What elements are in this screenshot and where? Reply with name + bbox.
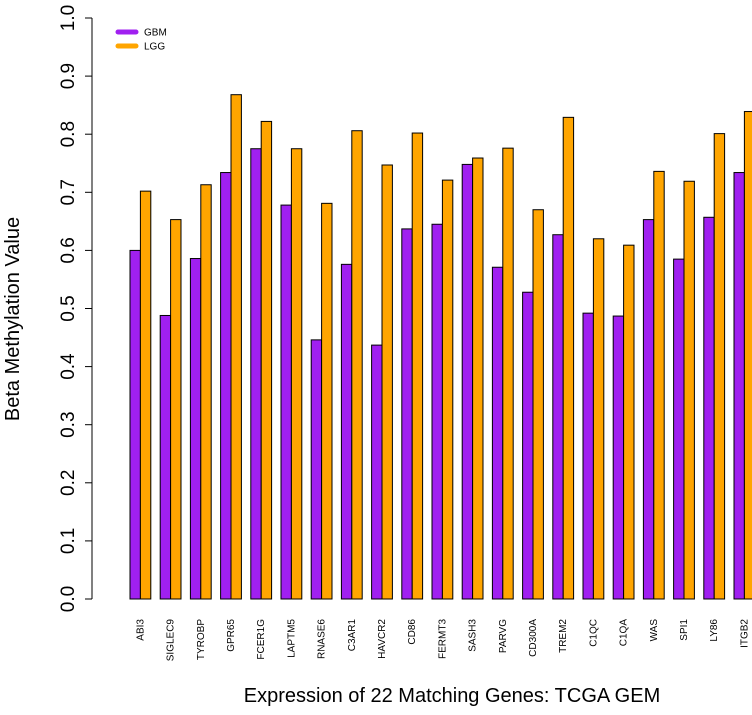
- bar-lgg-cd300a: [532, 209, 544, 600]
- bar-lgg-c1qa: [623, 244, 635, 600]
- legend-label-gbm: GBM: [144, 28, 167, 39]
- bar-gbm-trem2: [552, 234, 564, 600]
- x-tick-label: ITGB2: [739, 619, 750, 648]
- x-tick-label: CD300A: [528, 619, 539, 657]
- bar-gbm-fcer1g: [250, 148, 262, 600]
- y-tick-label: 0.9: [58, 63, 79, 89]
- bar-lgg-ly86: [713, 133, 726, 600]
- legend: GBM LGG: [115, 28, 167, 53]
- y-tick-label: 1.0: [58, 5, 79, 31]
- bar-lgg-laptm5: [290, 148, 303, 600]
- bar-lgg-cd86: [411, 132, 424, 600]
- x-tick-label: TREM2: [558, 619, 569, 653]
- bar-gbm-tyrobp: [189, 258, 202, 600]
- y-tick-label: 0.7: [58, 179, 79, 205]
- x-tick-label: C1QC: [588, 619, 599, 647]
- x-tick-label: RNASE6: [317, 619, 328, 659]
- x-tick-label: HAVCR2: [377, 619, 388, 659]
- bar-gbm-havcr2: [371, 344, 383, 600]
- bar-gbm-parvg: [491, 266, 504, 600]
- y-tick-label: 0.3: [58, 411, 79, 437]
- bar-lgg-rnase6: [321, 202, 333, 600]
- bar-lgg-itgb2: [743, 111, 752, 600]
- bar-lgg-sash3: [472, 157, 484, 600]
- x-tick-label: TYROBP: [196, 619, 207, 660]
- bar-gbm-cd300a: [522, 291, 534, 600]
- bar-gbm-rnase6: [310, 339, 323, 600]
- y-tick-label: 0.8: [58, 121, 79, 147]
- bar-lgg-trem2: [562, 116, 575, 600]
- bar-gbm-laptm5: [280, 204, 292, 600]
- bar-lgg-c1qc: [592, 238, 605, 600]
- y-tick-label: 0.2: [58, 470, 79, 496]
- bar-gbm-c1qc: [582, 312, 594, 600]
- bar-lgg-siglec9: [170, 219, 182, 600]
- y-tick-label: 0.6: [58, 237, 79, 263]
- y-tick-label: 0.4: [58, 353, 79, 380]
- bar-gbm-fermt3: [431, 223, 443, 600]
- x-tick-label: GPR65: [226, 619, 237, 652]
- bar-gbm-abi3: [129, 249, 141, 600]
- bar-gbm-c3ar1: [340, 263, 353, 600]
- bar-gbm-siglec9: [159, 314, 172, 600]
- x-tick-label: CD86: [407, 619, 418, 645]
- bar-gbm-itgb2: [733, 172, 745, 600]
- x-tick-label: SPI1: [679, 619, 690, 641]
- y-axis: 0.0 0.1 0.2 0.3 0.4 0.5 0.6 0.7 0.8 0.9 1.0: [58, 5, 93, 612]
- x-tick-labels: ABI3 SIGLEC9 TYROBP GPR65 FCER1G LAPTM5 RNASE6…: [135, 619, 750, 662]
- y-tick-label: 0.1: [58, 528, 79, 554]
- x-tick-label: FERMT3: [437, 619, 448, 659]
- x-tick-label: LY86: [709, 619, 720, 642]
- bar-gbm-c1qa: [612, 315, 625, 600]
- bar-lgg-tyrobp: [200, 184, 212, 600]
- bar-lgg-fcer1g: [260, 120, 273, 600]
- bar-lgg-fermt3: [441, 179, 454, 600]
- bar-lgg-parvg: [502, 147, 514, 600]
- y-axis-title: Beta Methylation Value: [2, 217, 24, 421]
- x-tick-label: LAPTM5: [286, 619, 297, 658]
- bar-lgg-gpr65: [230, 94, 242, 600]
- legend-label-lgg: LGG: [144, 42, 165, 53]
- x-tick-label: SIGLEC9: [166, 619, 177, 662]
- x-tick-label: C3AR1: [347, 619, 358, 652]
- y-tick-label: 0.0: [58, 586, 79, 612]
- x-tick-label: SASH3: [468, 619, 479, 652]
- bar-gbm-ly86: [703, 216, 715, 600]
- bar-gbm-was: [642, 219, 655, 600]
- bar-gbm-spi1: [673, 258, 685, 600]
- bar-lgg-spi1: [683, 180, 695, 600]
- bars: [129, 94, 752, 600]
- bar-gbm-gpr65: [220, 172, 232, 600]
- x-tick-label: ABI3: [135, 619, 146, 641]
- y-tick-label: 0.5: [58, 295, 79, 321]
- x-tick-label: WAS: [649, 619, 660, 642]
- bar-lgg-c3ar1: [351, 130, 363, 600]
- x-tick-label: FCER1G: [256, 619, 267, 660]
- bar-lgg-was: [653, 170, 665, 600]
- x-tick-label: C1QA: [619, 619, 630, 647]
- x-tick-label: PARVG: [498, 619, 509, 653]
- bar-lgg-havcr2: [381, 164, 393, 600]
- bar-gbm-cd86: [401, 228, 413, 600]
- bar-gbm-sash3: [461, 163, 474, 600]
- x-axis-title: Expression of 22 Matching Genes: TCGA GE…: [244, 685, 660, 707]
- bar-lgg-abi3: [139, 190, 152, 600]
